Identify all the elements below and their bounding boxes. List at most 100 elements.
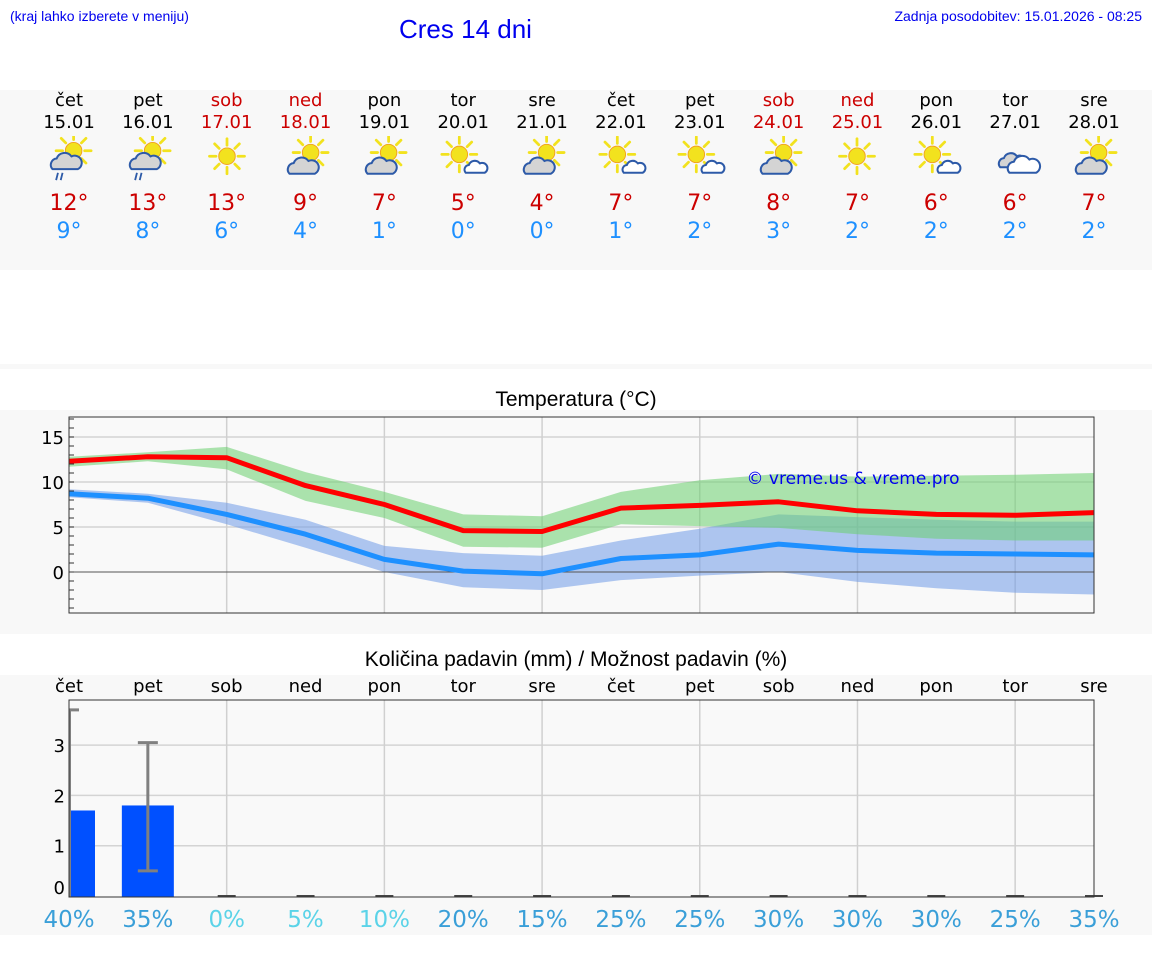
temp-min: 0° [450,219,476,244]
temp-max: 6° [1002,191,1028,216]
day-label: čet [55,676,83,697]
day-date: 24.01 [752,112,805,133]
sunny-icon [838,137,877,176]
precip-probability: 5% [287,907,324,933]
partly-cloudy-icon [1074,136,1118,175]
day-label: sre [1080,676,1107,697]
y-tick-label: 0 [53,563,64,584]
precip-probability: 20% [438,907,489,933]
temp-max: 13° [207,191,247,216]
temp-max: 7° [687,191,713,216]
temp-max: 12° [49,191,89,216]
day-date: 26.01 [910,112,963,133]
day-label: pet [133,676,163,697]
mostly-sunny-icon [598,136,647,174]
last-update-timestamp: Zadnja posodobitev: 15.01.2026 - 08:25 [894,8,1142,24]
temp-max: 7° [844,191,870,216]
temp-min: 0° [529,219,555,244]
forecast-day: sob 24.01 8° 3° [740,90,818,246]
temp-max: 7° [371,191,397,216]
temp-max: 9° [293,191,319,216]
precip-probability: 10% [359,907,410,933]
forecast-day: tor 27.01 6° 2° [976,90,1054,246]
temp-max: 5° [450,191,476,216]
day-label: pon [919,676,953,697]
precip-chart-title: Količina padavin (mm) / Možnost padavin … [364,648,788,671]
precip-probability: 15% [517,907,568,933]
precip-probability: 25% [990,907,1041,933]
day-name: tor [450,90,476,111]
precip-probability: 30% [911,907,962,933]
day-label: tor [1002,676,1028,697]
day-name: ned [288,90,323,111]
temp-min: 4° [293,219,319,244]
day-date: 28.01 [1068,112,1120,133]
day-name: čet [606,90,635,111]
y-tick-label: 1 [54,837,65,858]
day-label: sob [211,676,243,697]
day-date: 27.01 [989,112,1041,133]
forecast-day: pet 23.01 7° 2° [661,90,739,246]
day-name: sob [210,90,243,111]
forecast-day: sre 28.01 7° 2° [1055,90,1133,246]
forecast-day: ned 18.01 9° 4° [267,90,345,246]
precip-chart-panel: 3 2 1 0 čet pet sob ned pon tor sre čet pet sob ned pon… [0,675,1152,935]
day-date: 19.01 [358,112,411,133]
watermark: © vreme.us & vreme.pro [746,469,959,489]
temp-min: 2° [1002,219,1028,244]
day-date: 20.01 [437,112,489,133]
day-label: pet [685,676,715,697]
precip-probability: 35% [1068,907,1119,933]
temp-min: 1° [371,219,397,244]
day-name: tor [1002,90,1028,111]
temperature-chart: 15 10 5 0 © vreme.us & vreme.pro [41,416,1095,614]
precip-probability: 35% [122,907,173,933]
mostly-sunny-icon [677,136,726,174]
y-tick-label: 3 [54,736,65,757]
y-tick-label: 15 [41,428,64,449]
temp-min: 2° [844,219,870,244]
forecast-day: čet 22.01 7° 1° [582,90,660,246]
day-name: čet [54,90,84,111]
forecast-day: čet 15.01 12° 9° [30,90,108,246]
temp-min: 2° [923,219,949,244]
forecast-day: sob 17.01 13° 6° [188,90,266,246]
day-date: 15.01 [43,112,95,133]
mostly-sunny-icon [440,136,489,174]
partly-cloudy-icon [365,136,408,175]
precip-probability: 40% [43,907,94,933]
region-select-hint[interactable]: (kraj lahko izberete v meniju) [10,8,189,24]
day-name: sre [528,90,556,111]
temp-min: 6° [214,219,240,244]
precip-chart: 3 2 1 0 čet pet sob ned pon tor sre čet pet sob ned pon… [43,676,1119,933]
precip-probability: 30% [832,907,883,933]
divider [0,364,1152,369]
temp-min: 9° [56,219,82,244]
y-tick-label: 0 [54,878,65,899]
temp-max: 7° [1081,191,1107,216]
partly-cloudy-icon [759,136,803,175]
temp-max: 6° [923,191,949,216]
day-name: sre [1080,90,1108,111]
day-label: sre [528,676,555,697]
day-date: 18.01 [279,112,332,133]
temp-min: 2° [687,219,713,244]
temp-max: 7° [608,191,634,216]
temp-max: 4° [529,191,555,216]
page-title: Cres 14 dni [399,14,532,44]
mostly-sunny-icon [913,136,962,174]
day-date: 22.01 [595,112,647,133]
day-name: sob [762,90,795,111]
y-tick-label: 10 [41,473,64,494]
forecast-day: pet 16.01 13° 8° [109,90,187,246]
day-name: pon [367,90,402,111]
day-label: ned [841,676,875,697]
day-name: pet [684,90,715,111]
precip-probability: 30% [753,907,804,933]
forecast-panel: čet 15.01 12° 9° pet 16.01 13° 8° sob 17.01 13° 6° n… [0,90,1152,270]
forecast-day: ned 25.01 7° 2° [818,90,896,246]
precip-probability: 25% [674,907,725,933]
temp-max: 13° [128,191,168,216]
cloudy-icon [998,152,1042,174]
temperature-chart-title: Temperatura (°C) [495,388,657,411]
